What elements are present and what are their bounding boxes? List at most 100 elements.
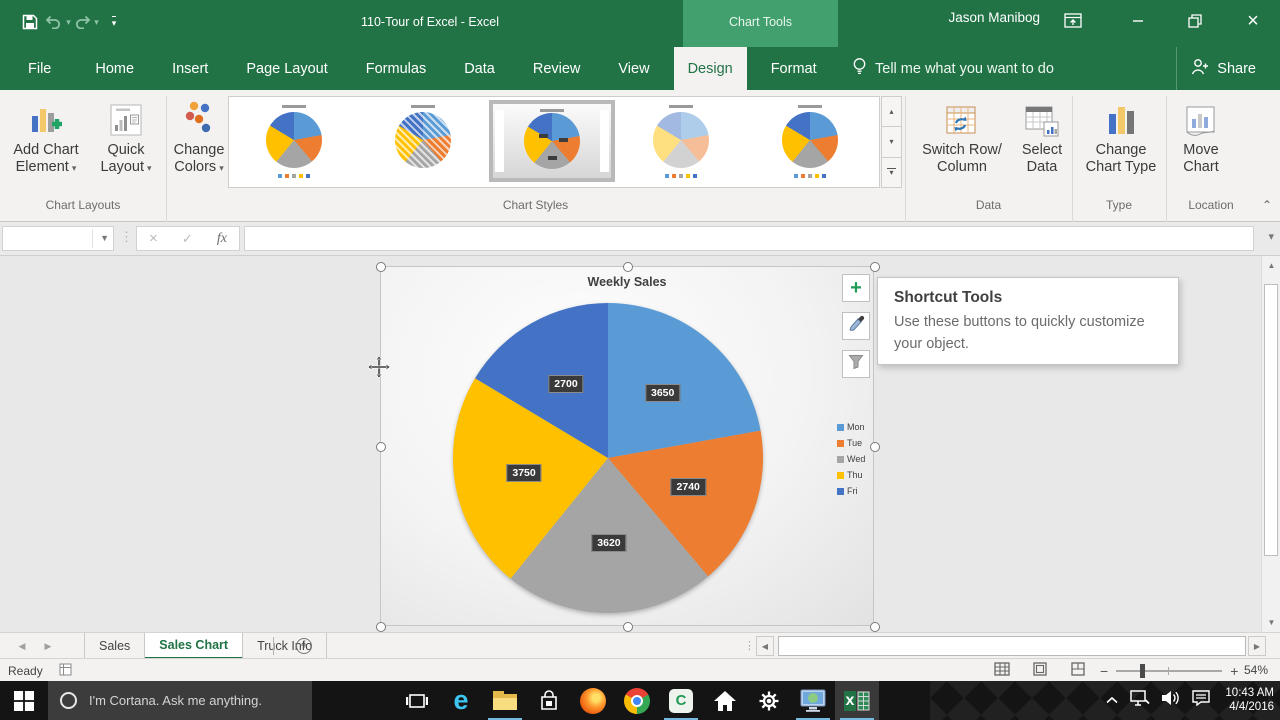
sheet-tab-sales-chart[interactable]: Sales Chart xyxy=(145,633,244,659)
chart-style-option-1[interactable] xyxy=(231,100,357,182)
chart-object[interactable]: Weekly Sales 3650 2740 3620 3750 2700 Mon Tue… xyxy=(376,262,880,632)
tab-format[interactable]: Format xyxy=(770,60,817,77)
tab-review[interactable]: Review xyxy=(532,60,581,77)
worksheet-area[interactable]: Weekly Sales 3650 2740 3620 3750 2700 Mon Tue… xyxy=(0,256,1280,632)
zoom-slider[interactable] xyxy=(1116,663,1223,678)
scroll-up-icon[interactable]: ▲ xyxy=(1267,261,1276,270)
network-icon[interactable] xyxy=(1130,689,1150,712)
scroll-down-icon[interactable]: ▼ xyxy=(1267,618,1276,627)
home-icon[interactable] xyxy=(703,681,747,720)
resize-handle[interactable] xyxy=(870,442,880,452)
tab-page-layout[interactable]: Page Layout xyxy=(246,60,328,77)
change-chart-type-button[interactable]: Change Chart Type xyxy=(1077,94,1165,212)
chart-title[interactable]: Weekly Sales xyxy=(587,275,667,289)
tab-formulas[interactable]: Formulas xyxy=(365,60,427,77)
name-box-caret-icon[interactable]: ▼ xyxy=(100,233,109,243)
sheet-nav-left-icon[interactable]: ◀ xyxy=(18,640,26,651)
save-icon[interactable] xyxy=(16,8,44,36)
data-label-mon[interactable]: 3650 xyxy=(645,383,681,402)
zoom-in-icon[interactable]: + xyxy=(1230,662,1239,679)
store-icon[interactable] xyxy=(527,681,571,720)
tab-view[interactable]: View xyxy=(618,60,650,77)
share-button[interactable]: Share xyxy=(1176,47,1270,90)
resize-handle[interactable] xyxy=(623,262,633,272)
chart-styles-button[interactable] xyxy=(842,312,870,340)
vertical-scroll-thumb[interactable] xyxy=(1264,284,1278,556)
zoom-percent[interactable]: 54% xyxy=(1243,663,1268,677)
chart-elements-button[interactable]: + xyxy=(842,274,870,302)
change-colors-button[interactable]: Change Colors ▾ xyxy=(169,94,229,212)
legend-item-fri[interactable]: Fri xyxy=(837,483,881,499)
user-name[interactable]: Jason Manibog xyxy=(948,10,1040,25)
legend-item-thu[interactable]: Thu xyxy=(837,467,881,483)
taskbar-clock[interactable]: 10:43 AM 4/4/2016 xyxy=(1225,686,1274,714)
tab-data[interactable]: Data xyxy=(464,60,495,77)
hscroll-grip-icon[interactable]: ⋮ xyxy=(744,640,755,652)
cortana-search[interactable]: I'm Cortana. Ask me anything. xyxy=(48,681,312,720)
page-break-view-icon[interactable] xyxy=(1070,662,1086,679)
horizontal-scroll-thumb[interactable] xyxy=(778,636,1246,656)
vertical-scrollbar[interactable]: ▲ ▼ xyxy=(1261,256,1280,632)
macro-record-icon[interactable] xyxy=(59,663,72,679)
normal-view-icon[interactable] xyxy=(994,662,1010,679)
legend-item-tue[interactable]: Tue xyxy=(837,435,881,451)
page-layout-view-icon[interactable] xyxy=(1032,662,1048,679)
file-explorer-icon[interactable] xyxy=(483,681,527,720)
restore-button[interactable] xyxy=(1178,6,1212,36)
new-sheet-icon[interactable]: + xyxy=(296,638,312,654)
settings-icon[interactable] xyxy=(747,681,791,720)
data-label-fri[interactable]: 2700 xyxy=(548,374,584,393)
chart-legend[interactable]: Mon Tue Wed Thu Fri xyxy=(837,419,881,499)
pie-slice-tue[interactable] xyxy=(608,430,763,577)
sheet-nav-right-icon[interactable]: ▶ xyxy=(44,640,52,651)
chart-style-option-3[interactable] xyxy=(489,100,615,182)
customize-qat-icon[interactable]: ▾ xyxy=(111,15,117,28)
chart-style-option-2[interactable] xyxy=(360,100,486,182)
enter-icon[interactable]: ✓ xyxy=(181,230,193,246)
expand-formula-bar-icon[interactable]: ▾ xyxy=(1268,231,1274,243)
scroll-left-icon[interactable]: ◀ xyxy=(756,636,774,656)
formula-input[interactable] xyxy=(244,226,1254,251)
sheet-tab-truck-info[interactable]: Truck Info xyxy=(243,633,328,659)
gallery-scroll-up-icon[interactable]: ▴ xyxy=(881,96,902,128)
move-chart-button[interactable]: Move Chart xyxy=(1170,94,1232,212)
task-view-icon[interactable] xyxy=(395,681,439,720)
scroll-right-icon[interactable]: ▶ xyxy=(1248,636,1266,656)
action-center-icon[interactable] xyxy=(1192,690,1210,711)
resize-handle[interactable] xyxy=(376,622,386,632)
tab-home[interactable]: Home xyxy=(95,60,135,77)
legend-item-wed[interactable]: Wed xyxy=(837,451,881,467)
cancel-icon[interactable]: × xyxy=(149,230,158,247)
resize-handle[interactable] xyxy=(376,262,386,272)
close-button[interactable]: × xyxy=(1247,10,1259,32)
media-pc-icon[interactable] xyxy=(791,681,835,720)
resize-handle[interactable] xyxy=(376,442,386,452)
formula-bar-grip-icon[interactable]: ⋮ xyxy=(120,229,133,244)
chart-filters-button[interactable] xyxy=(842,350,870,378)
undo-icon[interactable]: ▾ xyxy=(44,8,72,36)
name-box[interactable]: ▼ xyxy=(2,226,114,251)
excel-icon[interactable]: x xyxy=(835,681,879,720)
ribbon-display-options-icon[interactable] xyxy=(1056,6,1090,36)
resize-handle[interactable] xyxy=(870,262,880,272)
redo-icon[interactable]: ▾ xyxy=(72,8,100,36)
chrome-icon[interactable] xyxy=(615,681,659,720)
chart-style-option-5[interactable] xyxy=(747,100,873,182)
tell-me-box[interactable]: Tell me what you want to do xyxy=(852,47,1054,90)
gallery-scroll-down-icon[interactable]: ▾ xyxy=(881,127,902,158)
zoom-out-icon[interactable]: − xyxy=(1100,662,1109,679)
tab-file[interactable]: File xyxy=(28,60,52,77)
start-button[interactable] xyxy=(0,681,48,720)
minimize-button[interactable] xyxy=(1121,6,1155,36)
insert-function-icon[interactable]: fx xyxy=(216,230,227,246)
data-label-tue[interactable]: 2740 xyxy=(670,477,706,496)
data-label-wed[interactable]: 3620 xyxy=(591,534,627,553)
gallery-more-icon[interactable]: ▾ xyxy=(881,157,902,188)
collapse-ribbon-icon[interactable]: ⌃ xyxy=(1261,198,1272,212)
sheet-tab-sales[interactable]: Sales xyxy=(84,633,146,659)
camtasia-icon[interactable]: C xyxy=(659,681,703,720)
tab-insert[interactable]: Insert xyxy=(172,60,209,77)
chart-style-option-4[interactable] xyxy=(618,100,744,182)
zoom-slider-thumb[interactable] xyxy=(1140,663,1146,678)
hidden-icons-chevron-icon[interactable] xyxy=(1105,692,1119,710)
